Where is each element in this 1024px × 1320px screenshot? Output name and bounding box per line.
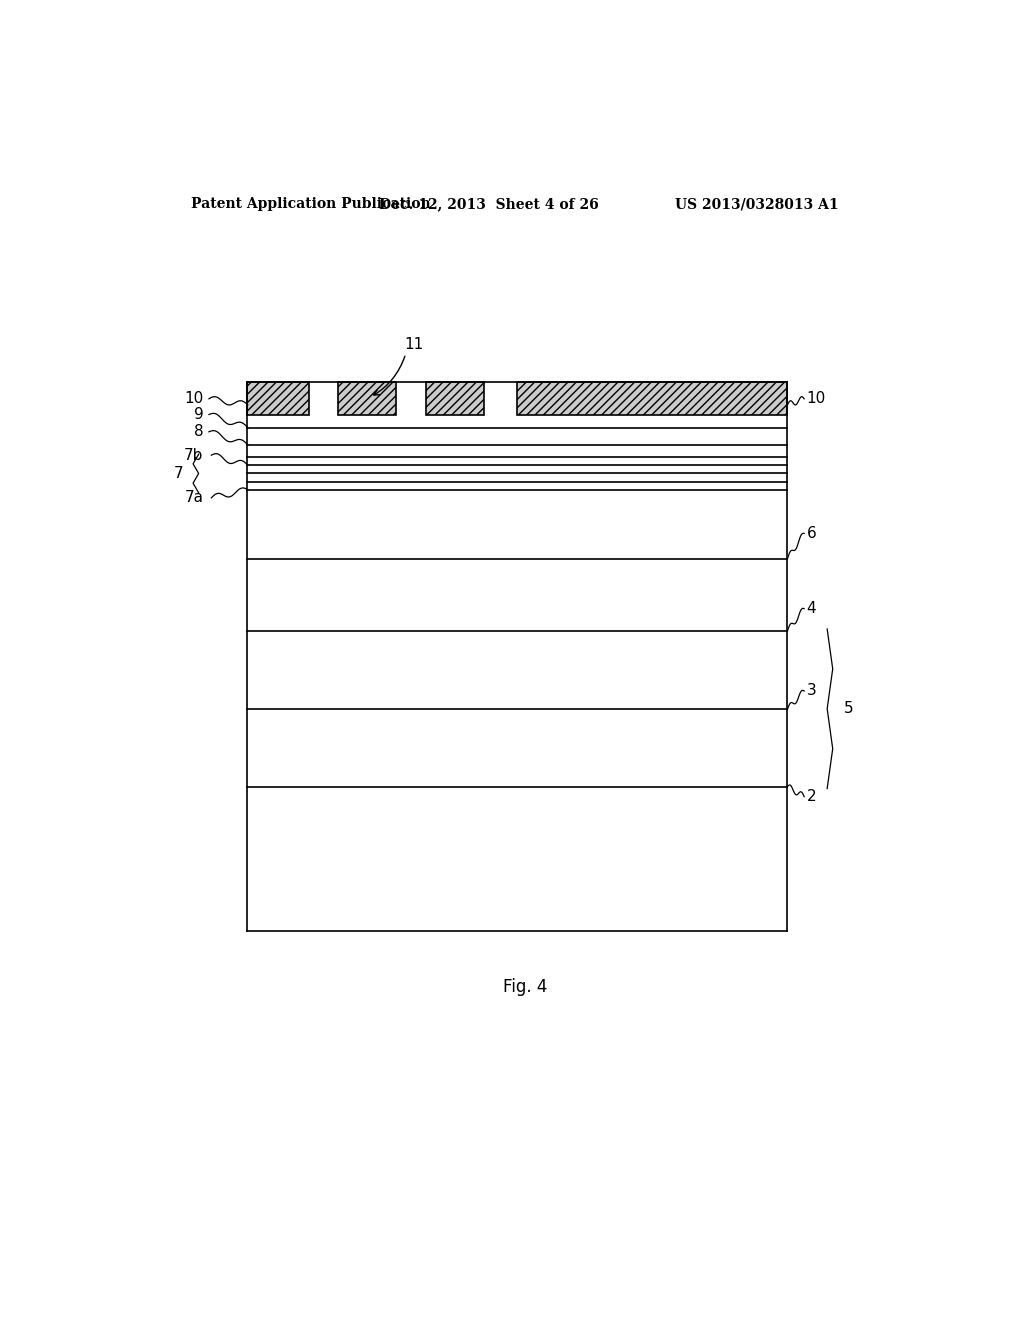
Text: 2: 2 — [807, 789, 816, 804]
Bar — [338, 381, 396, 414]
Text: 8: 8 — [194, 424, 204, 440]
Bar — [247, 381, 309, 414]
Bar — [517, 381, 786, 414]
Text: 10: 10 — [184, 391, 204, 407]
Text: US 2013/0328013 A1: US 2013/0328013 A1 — [675, 197, 839, 211]
Text: Fig. 4: Fig. 4 — [503, 978, 547, 995]
Text: 5: 5 — [844, 701, 853, 717]
Text: 10: 10 — [807, 391, 825, 407]
Text: 4: 4 — [807, 601, 816, 616]
Bar — [426, 381, 483, 414]
Text: 6: 6 — [807, 525, 816, 541]
Text: 7: 7 — [174, 466, 183, 480]
Text: 9: 9 — [194, 407, 204, 422]
Text: Dec. 12, 2013  Sheet 4 of 26: Dec. 12, 2013 Sheet 4 of 26 — [379, 197, 599, 211]
Text: 11: 11 — [404, 337, 423, 351]
Text: 3: 3 — [807, 684, 816, 698]
Text: 7b: 7b — [184, 447, 204, 463]
Text: Patent Application Publication: Patent Application Publication — [191, 197, 431, 211]
Text: 7a: 7a — [184, 490, 204, 506]
